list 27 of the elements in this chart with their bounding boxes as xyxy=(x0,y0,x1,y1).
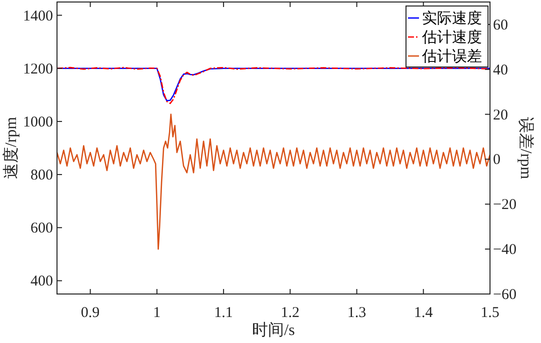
y-axis-title: 速度/rpm xyxy=(2,116,20,180)
legend-label: 实际速度 xyxy=(422,10,482,27)
y2-tick-label: −60 xyxy=(493,287,516,303)
y2-tick-label: 60 xyxy=(493,17,508,34)
x-tick-label: 1.2 xyxy=(280,305,300,321)
y2-tick-label: 40 xyxy=(493,62,508,78)
y2-tick-label: −20 xyxy=(493,197,516,214)
x-tick-label: 1.4 xyxy=(414,305,434,321)
x-tick-label: 1.5 xyxy=(480,305,500,321)
y2-tick-label: −40 xyxy=(493,242,516,258)
x-tick-label: 1.1 xyxy=(214,305,233,321)
y2-tick-label: 20 xyxy=(493,107,508,124)
legend-label: 估计速度 xyxy=(421,29,482,46)
y-tick-label: 1200 xyxy=(23,61,53,78)
x-tick-label: 1 xyxy=(153,305,161,321)
y2-axis-title: 误差/rpm xyxy=(517,116,535,180)
y-tick-label: 1400 xyxy=(23,8,53,24)
legend-label: 估计误差 xyxy=(421,48,482,65)
y-tick-label: 600 xyxy=(30,220,53,237)
y-tick-label: 400 xyxy=(30,274,53,290)
y2-tick-label: 0 xyxy=(493,152,500,168)
x-tick-label: 1.3 xyxy=(347,305,366,321)
y-tick-label: 800 xyxy=(30,168,53,184)
x-axis-title: 时间/s xyxy=(252,321,295,339)
y-tick-label: 1000 xyxy=(23,114,53,130)
line-series xyxy=(56,114,491,250)
x-tick-label: 0.9 xyxy=(80,305,100,321)
